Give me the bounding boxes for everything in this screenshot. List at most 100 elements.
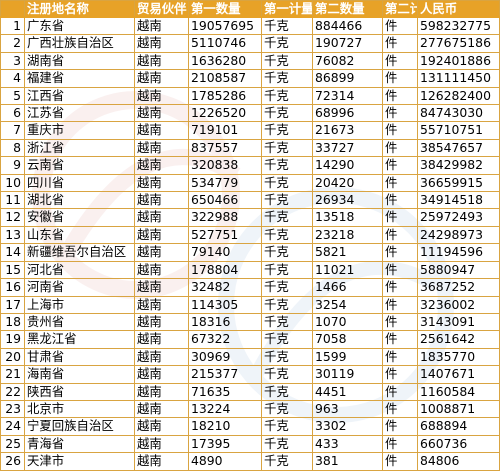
first-quantity-cell[interactable]: 67322 [188,330,262,349]
second-quantity-cell[interactable]: 76082 [312,51,383,71]
column-header[interactable]: 注册地名称 [24,0,135,18]
first-unit-cell[interactable]: 千克 [261,365,313,384]
row-index-cell[interactable]: 12 [0,208,25,227]
row-index-cell[interactable]: 13 [0,225,25,245]
rmb-value-cell[interactable]: 277675186 [417,34,500,53]
row-index-cell[interactable]: 5 [0,86,25,106]
row-index-cell[interactable]: 2 [0,34,25,53]
row-index-cell[interactable]: 18 [0,312,25,332]
rmb-value-cell[interactable]: 1407671 [417,365,500,384]
trade-partner-cell[interactable]: 越南 [134,173,189,193]
second-quantity-cell[interactable]: 7058 [312,330,383,349]
row-index-cell[interactable]: 16 [0,278,25,297]
first-unit-cell[interactable]: 千克 [261,173,313,193]
first-unit-cell[interactable]: 千克 [261,399,313,419]
region-name-cell[interactable]: 黑龙江省 [24,330,135,349]
second-unit-cell[interactable]: 件 [382,295,418,314]
rmb-value-cell[interactable]: 84743030 [417,104,500,123]
second-quantity-cell[interactable]: 963 [312,399,383,419]
second-unit-cell[interactable]: 件 [382,51,418,71]
region-name-cell[interactable]: 宁夏回族自治区 [24,417,135,436]
trade-partner-cell[interactable]: 越南 [134,51,189,71]
second-unit-cell[interactable]: 件 [382,191,418,210]
first-quantity-cell[interactable]: 32482 [188,278,262,297]
second-quantity-cell[interactable]: 11021 [312,260,383,280]
second-quantity-cell[interactable]: 5821 [312,243,383,262]
first-quantity-cell[interactable]: 1636280 [188,51,262,71]
second-quantity-cell[interactable]: 3254 [312,295,383,314]
first-unit-cell[interactable]: 千克 [261,121,313,140]
first-quantity-cell[interactable]: 650466 [188,191,262,210]
trade-partner-cell[interactable]: 越南 [134,260,189,280]
region-name-cell[interactable]: 甘肃省 [24,347,135,367]
trade-partner-cell[interactable]: 越南 [134,156,189,175]
rmb-value-cell[interactable]: 38429982 [417,156,500,175]
rmb-value-cell[interactable]: 38547657 [417,138,500,158]
first-quantity-cell[interactable]: 17395 [188,434,262,454]
row-index-cell[interactable]: 24 [0,417,25,436]
second-unit-cell[interactable]: 件 [382,260,418,280]
second-unit-cell[interactable]: 件 [382,121,418,140]
second-quantity-cell[interactable]: 13518 [312,208,383,227]
region-name-cell[interactable]: 广西壮族自治区 [24,34,135,53]
trade-partner-cell[interactable]: 越南 [134,330,189,349]
first-unit-cell[interactable]: 千克 [261,191,313,210]
column-header[interactable]: 第一计量 [261,0,313,18]
trade-partner-cell[interactable]: 越南 [134,382,189,401]
second-quantity-cell[interactable]: 30119 [312,365,383,384]
rmb-value-cell[interactable]: 660736 [417,434,500,454]
trade-partner-cell[interactable]: 越南 [134,191,189,210]
first-unit-cell[interactable]: 千克 [261,278,313,297]
second-unit-cell[interactable]: 件 [382,173,418,193]
region-name-cell[interactable]: 河北省 [24,260,135,280]
trade-partner-cell[interactable]: 越南 [134,434,189,454]
second-quantity-cell[interactable]: 4451 [312,382,383,401]
first-unit-cell[interactable]: 千克 [261,208,313,227]
first-unit-cell[interactable]: 千克 [261,243,313,262]
row-index-cell[interactable]: 17 [0,295,25,314]
trade-partner-cell[interactable]: 越南 [134,347,189,367]
row-index-cell[interactable]: 3 [0,51,25,71]
first-quantity-cell[interactable]: 79140 [188,243,262,262]
trade-partner-cell[interactable]: 越南 [134,208,189,227]
second-unit-cell[interactable]: 件 [382,434,418,454]
first-quantity-cell[interactable]: 71635 [188,382,262,401]
first-quantity-cell[interactable]: 719101 [188,121,262,140]
second-unit-cell[interactable]: 件 [382,278,418,297]
first-quantity-cell[interactable]: 1785286 [188,86,262,106]
second-quantity-cell[interactable]: 3302 [312,417,383,436]
region-name-cell[interactable]: 北京市 [24,399,135,419]
trade-partner-cell[interactable]: 越南 [134,399,189,419]
rmb-value-cell[interactable]: 1835770 [417,347,500,367]
rmb-value-cell[interactable]: 126282400 [417,86,500,106]
first-quantity-cell[interactable]: 320838 [188,156,262,175]
region-name-cell[interactable]: 新疆维吾尔自治区 [24,243,135,262]
first-quantity-cell[interactable]: 527751 [188,225,262,245]
region-name-cell[interactable]: 海南省 [24,365,135,384]
column-header[interactable]: 贸易伙伴 [134,0,189,18]
first-unit-cell[interactable]: 千克 [261,347,313,367]
first-quantity-cell[interactable]: 18210 [188,417,262,436]
region-name-cell[interactable]: 河南省 [24,278,135,297]
trade-partner-cell[interactable]: 越南 [134,121,189,140]
first-unit-cell[interactable]: 千克 [261,452,313,471]
row-index-cell[interactable]: 25 [0,434,25,454]
rmb-value-cell[interactable]: 25972493 [417,208,500,227]
trade-partner-cell[interactable]: 越南 [134,138,189,158]
first-unit-cell[interactable]: 千克 [261,312,313,332]
column-header[interactable] [0,0,25,18]
second-unit-cell[interactable]: 件 [382,330,418,349]
rmb-value-cell[interactable]: 11194596 [417,243,500,262]
rmb-value-cell[interactable]: 36659915 [417,173,500,193]
row-index-cell[interactable]: 8 [0,138,25,158]
rmb-value-cell[interactable]: 192401886 [417,51,500,71]
first-unit-cell[interactable]: 千克 [261,51,313,71]
region-name-cell[interactable]: 江西省 [24,86,135,106]
second-unit-cell[interactable]: 件 [382,312,418,332]
region-name-cell[interactable]: 福建省 [24,69,135,88]
first-unit-cell[interactable]: 千克 [261,382,313,401]
row-index-cell[interactable]: 21 [0,365,25,384]
column-header[interactable]: 人民币 [417,0,500,18]
first-quantity-cell[interactable]: 837557 [188,138,262,158]
column-header[interactable]: 第一数量 [188,0,262,18]
